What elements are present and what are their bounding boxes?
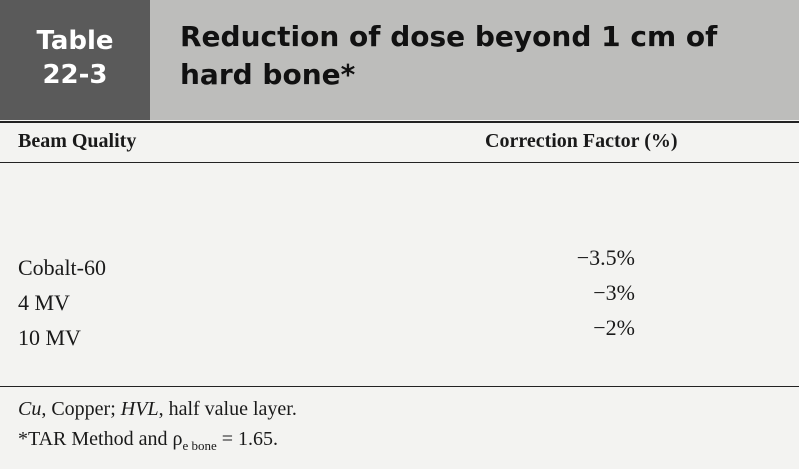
row-value: −3% [593,280,635,305]
footnote-abbr: Cu [18,398,42,420]
row-label: 4 MV [18,290,70,315]
footnote-text: , half value layer. [158,398,297,420]
rule [0,121,799,123]
row-value: −3.5% [576,245,635,270]
footnote-text: *TAR Method and ρ [18,428,183,450]
row-label: Cobalt-60 [18,255,106,280]
footnote: Cu, Copper; HVL, half value layer. [18,398,297,421]
footnote-text: = 1.65. [216,428,279,450]
table-label: Table 22-3 [0,0,150,120]
column-header: Correction Factor (%) [485,130,678,152]
footnote: *TAR Method and ρe bone = 1.65. [18,428,278,454]
label-line: 22-3 [42,60,108,90]
rule [0,386,799,387]
label-line: Table [36,26,114,56]
row-value: −2% [593,315,635,340]
table-title: Reduction of dose beyond 1 cm of hard bo… [180,20,718,91]
column-header: Beam Quality [18,130,137,152]
row-label: 10 MV [18,325,81,350]
footnote-text: , Copper; [41,398,121,420]
footnote-abbr: HVL [120,398,159,420]
rule [0,162,799,163]
footnote-subscript: e bone [182,438,217,453]
